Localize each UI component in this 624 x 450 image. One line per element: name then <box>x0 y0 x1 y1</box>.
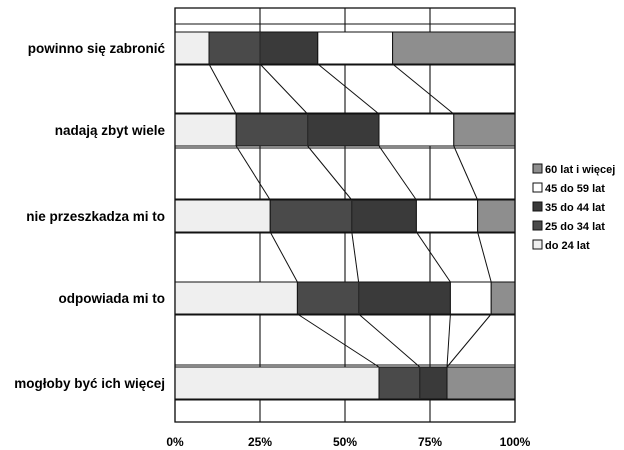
connector-line <box>235 145 271 201</box>
bar-segment <box>259 31 319 65</box>
category-label: odpowiada mi to <box>59 291 166 306</box>
connector-line <box>446 313 492 368</box>
x-axis-ticks: 0% 25% 50% 75% 100% <box>166 435 530 449</box>
category-label: powinno się zabronić <box>28 41 166 56</box>
bars <box>174 31 516 400</box>
connector-line <box>208 63 237 115</box>
category-labels: powinno się zabronić nadają zbyt wiele nie… <box>14 41 165 391</box>
legend-label: 35 do 44 lat <box>545 202 605 214</box>
bar-segment <box>453 113 516 147</box>
bar-segment <box>358 281 451 315</box>
bar-segment <box>392 31 516 65</box>
connector-line <box>378 145 417 201</box>
legend-swatch <box>532 163 543 174</box>
bar-segment <box>490 281 516 315</box>
bar-segment <box>174 31 210 65</box>
bar-segment <box>378 113 455 147</box>
x-tick-label: 0% <box>166 435 184 449</box>
category-label: mogłoby być ich więcej <box>14 376 165 391</box>
connector-line <box>297 313 380 368</box>
bar-segment <box>174 281 298 315</box>
connector-line <box>317 63 380 115</box>
legend-swatch <box>532 201 543 212</box>
connector-line <box>358 313 421 368</box>
category-label: nie przeszkadza mi to <box>26 209 165 224</box>
legend-label: do 24 lat <box>545 240 590 252</box>
legend-swatch <box>532 220 543 231</box>
legend-label: 60 lat i więcej <box>545 164 615 176</box>
connector-line <box>477 231 492 283</box>
bar-segment <box>174 199 271 233</box>
connector-line <box>453 145 479 201</box>
bar-segment <box>351 199 417 233</box>
bar-segment <box>235 113 309 147</box>
legend-swatch <box>532 239 543 250</box>
connector-lines <box>208 63 492 368</box>
bar-segment <box>477 199 516 233</box>
legend: 60 lat i więcej 45 do 59 lat 35 do 44 lat 2… <box>532 163 615 252</box>
bar-segment <box>419 366 448 400</box>
connector-line <box>307 145 353 201</box>
x-tick-label: 75% <box>418 435 442 449</box>
bar-segment <box>208 31 261 65</box>
connector-line <box>446 313 451 368</box>
plot-frame <box>174 7 516 423</box>
bar-segment <box>307 113 380 147</box>
connector-line <box>392 63 455 115</box>
connector-line <box>269 231 298 283</box>
connector-line <box>415 231 451 283</box>
legend-label: 25 do 34 lat <box>545 221 605 233</box>
bar-segment <box>296 281 360 315</box>
legend-label: 45 do 59 lat <box>545 183 605 195</box>
x-tick-label: 100% <box>500 435 531 449</box>
legend-swatch <box>532 182 543 193</box>
bar-segment <box>317 31 394 65</box>
connector-line <box>351 231 360 283</box>
bar-segment <box>449 281 492 315</box>
x-tick-label: 25% <box>248 435 272 449</box>
bar-segment <box>174 366 380 400</box>
bar-segment <box>446 366 516 400</box>
bar-segment <box>415 199 479 233</box>
connector-line <box>259 63 308 115</box>
bar-segment <box>174 113 237 147</box>
bar-segment <box>378 366 421 400</box>
bar-segment <box>269 199 353 233</box>
category-label: nadają zbyt wiele <box>55 123 166 138</box>
x-tick-label: 50% <box>333 435 357 449</box>
